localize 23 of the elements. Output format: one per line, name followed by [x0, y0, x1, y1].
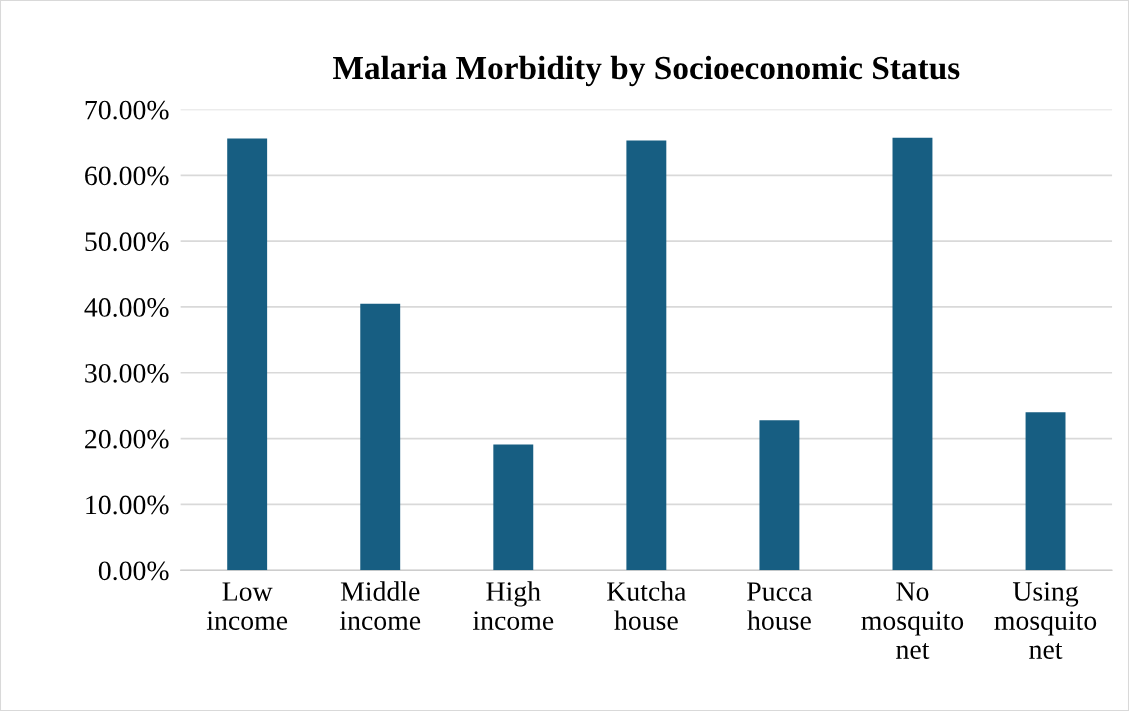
x-tick-label: Kutcha house — [607, 581, 687, 630]
y-tick-label: 50.00% — [85, 232, 169, 252]
chart-title: Malaria Morbidity by Socioeconomic Status — [333, 55, 960, 87]
bar — [892, 137, 933, 571]
x-tick-label: Using mosquito net — [994, 582, 1097, 659]
y-tick-label: 30.00% — [85, 363, 169, 383]
y-tick-label: 60.00% — [85, 166, 169, 186]
x-tick-label: High income — [472, 581, 554, 631]
x-tick-label: Middle income — [339, 581, 421, 630]
y-tick-label: 20.00% — [85, 429, 169, 449]
bar — [1025, 412, 1066, 571]
bar — [227, 138, 268, 571]
y-tick-label: 10.00% — [86, 495, 169, 515]
bar — [626, 140, 667, 571]
y-tick-label: 40.00% — [84, 298, 169, 317]
x-tick-label: Pucca house — [747, 582, 813, 630]
bar — [759, 420, 800, 571]
y-tick-label: 70.00% — [85, 100, 169, 120]
bar — [360, 303, 401, 571]
x-tick-label: Low income — [206, 582, 288, 630]
bar — [493, 444, 534, 571]
x-tick-label: No mosquito net — [861, 582, 964, 659]
y-tick-label: 0.00% — [98, 561, 169, 581]
